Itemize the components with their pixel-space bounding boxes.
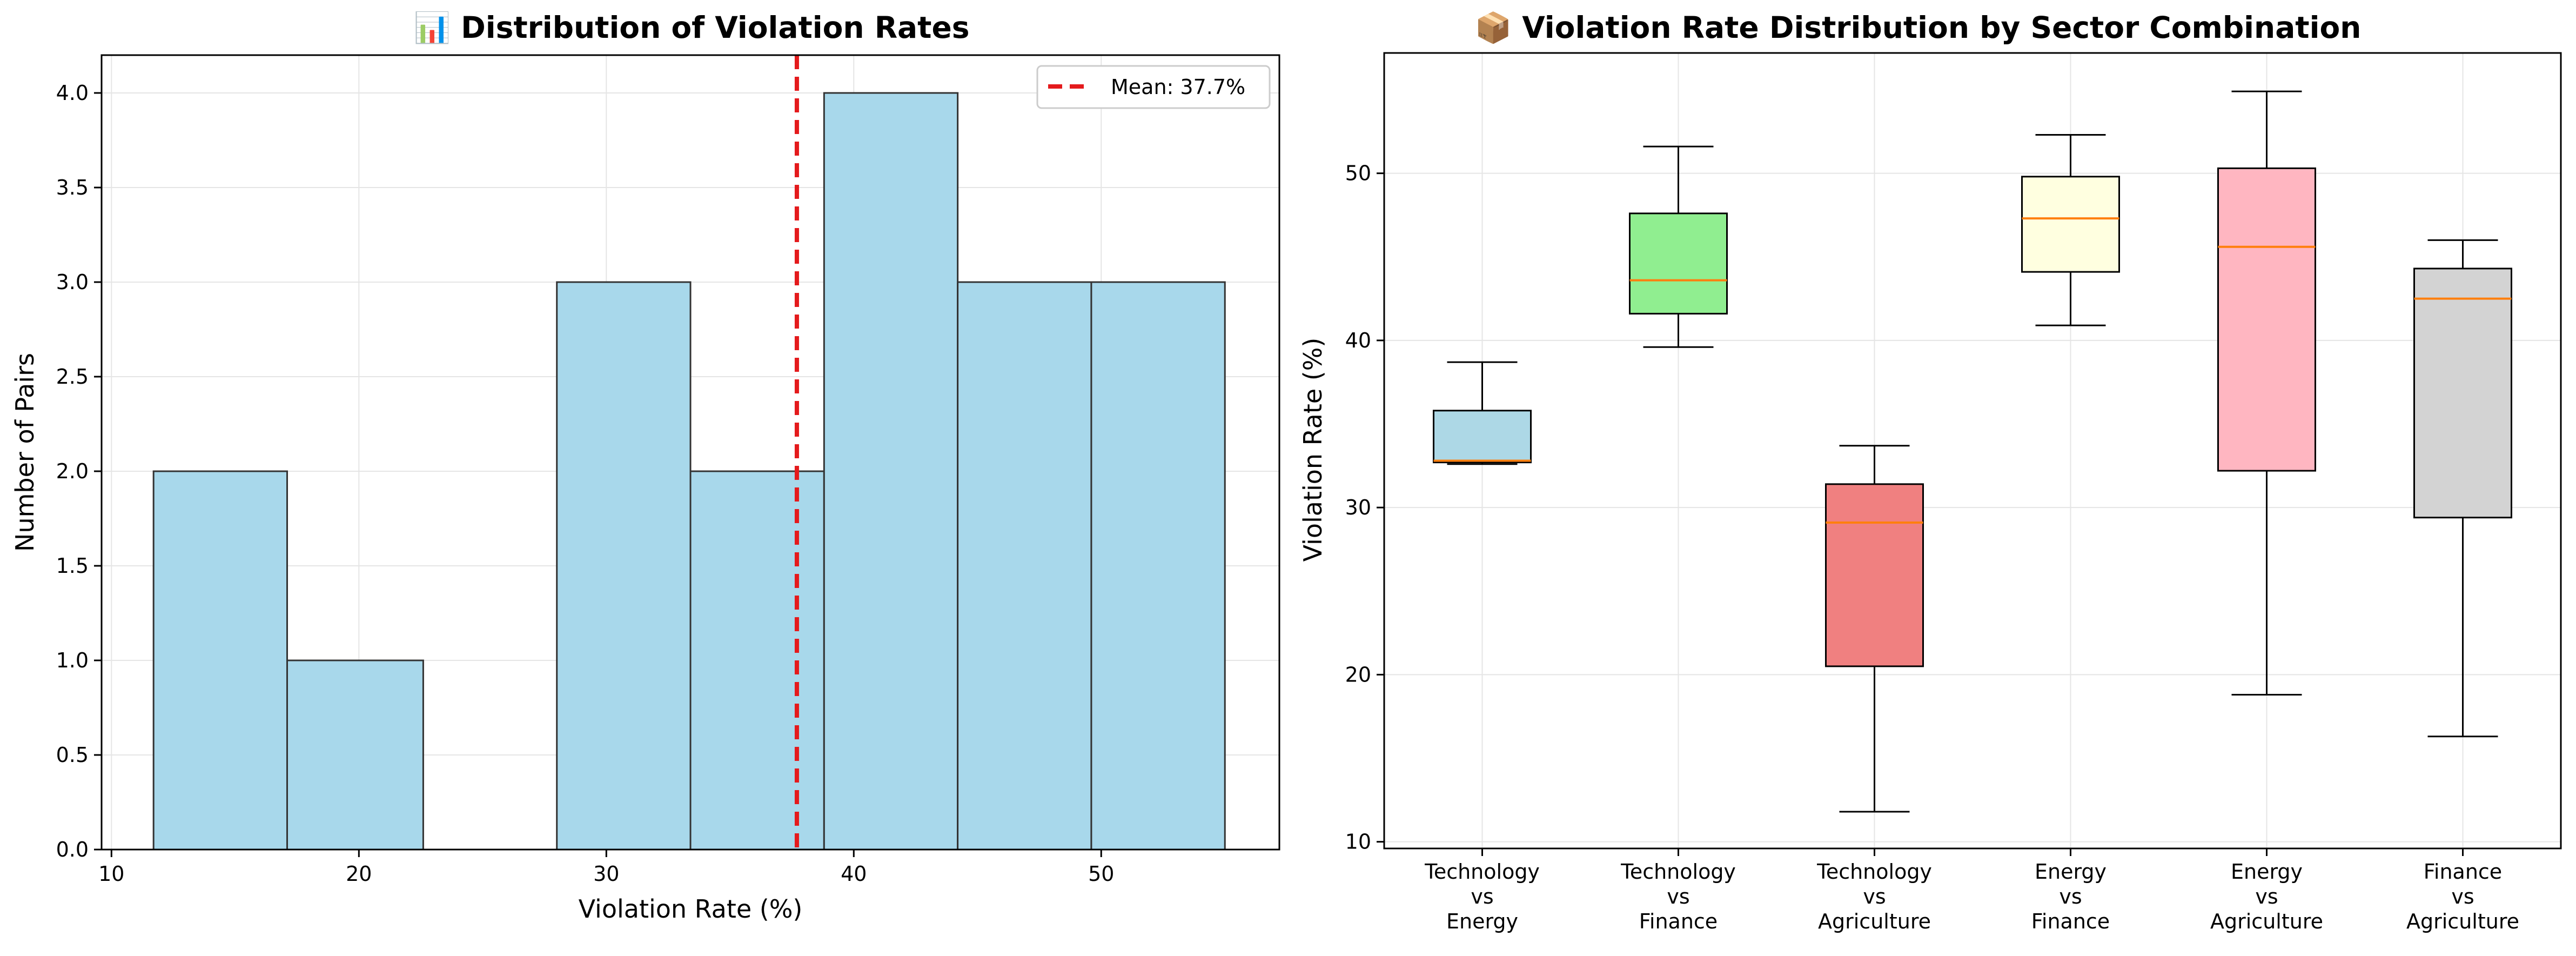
- x-tick-label: Agriculture: [1818, 910, 1931, 933]
- x-tick-label: 30: [593, 862, 619, 886]
- histogram-y-axis-label: Number of Pairs: [10, 353, 39, 552]
- histogram-bar-6: [823, 92, 959, 851]
- x-tick-label: vs: [2059, 885, 2082, 908]
- y-tick-label: 1.0: [56, 649, 89, 672]
- histogram-bar-4: [556, 281, 692, 851]
- x-tick-label: Agriculture: [2406, 910, 2519, 933]
- x-tick-label: Energy: [1446, 910, 1518, 933]
- y-tick-label: 2.5: [56, 365, 89, 389]
- boxplot-plot-area: [1384, 53, 2561, 848]
- x-tick-label: 20: [346, 862, 372, 886]
- y-tick-label: 20: [1345, 663, 1371, 686]
- histogram-title: 📊 Distribution of Violation Rates: [414, 10, 970, 45]
- x-tick-label: Finance: [2424, 860, 2502, 884]
- legend: Mean: 37.7%: [1036, 65, 1271, 109]
- boxplot-frame: [1383, 52, 2562, 850]
- boxplot-chart: 📦 Violation Rate Distribution by Sector …: [1298, 10, 2562, 933]
- x-tick-label: Energy: [2035, 860, 2107, 884]
- x-tick-label: vs: [1863, 885, 1886, 908]
- x-tick-label: vs: [1471, 885, 1493, 908]
- boxplot-title: 📦 Violation Rate Distribution by Sector …: [1475, 10, 2362, 45]
- y-tick-label: 3.0: [56, 270, 89, 294]
- boxplot-x-labels: TechnologyvsEnergyTechnologyvsFinanceTec…: [1424, 848, 2519, 933]
- y-tick-label: 2.0: [56, 459, 89, 483]
- histogram-bar-7: [957, 281, 1092, 851]
- x-tick-label: vs: [1667, 885, 1689, 908]
- histogram-y-ticks: 0.0 0.5 1.0 1.5 2.0 2.5 3.0 3.5 4.0: [56, 81, 102, 861]
- x-tick-label: Finance: [1639, 910, 1718, 933]
- legend-box: [1036, 65, 1271, 109]
- y-tick-label: 10: [1345, 830, 1371, 854]
- y-tick-label: 4.0: [56, 81, 89, 105]
- histogram-bar-5: [689, 470, 825, 851]
- x-tick-label: 10: [98, 862, 124, 886]
- boxplot-boxes: [1433, 90, 2512, 813]
- histogram-bar-1: [152, 470, 288, 851]
- box-4: [2021, 176, 2120, 273]
- y-tick-label: 3.5: [56, 176, 89, 199]
- x-tick-label: vs: [2451, 885, 2474, 908]
- y-tick-label: 0.5: [56, 743, 89, 767]
- histogram-x-axis-label: Violation Rate (%): [579, 894, 803, 924]
- histogram-bars: [152, 92, 1226, 851]
- y-tick-label: 50: [1345, 162, 1371, 185]
- boxplot-y-axis-label: Violation Rate (%): [1298, 338, 1327, 562]
- x-tick-label: 50: [1088, 862, 1114, 886]
- x-tick-label: 40: [841, 862, 867, 886]
- x-tick-label: Technology: [1620, 860, 1736, 884]
- x-tick-label: Technology: [1816, 860, 1932, 884]
- box-2: [1629, 212, 1728, 315]
- boxplot-y-ticks: 10 20 30 40 50: [1345, 162, 1384, 854]
- box-3: [1825, 483, 1924, 667]
- x-tick-label: Agriculture: [2210, 910, 2323, 933]
- x-tick-label: Energy: [2231, 860, 2303, 884]
- box-6: [2413, 268, 2512, 519]
- box-1: [1433, 410, 1532, 464]
- legend-mean-label: Mean: 37.7%: [1111, 75, 1245, 99]
- x-tick-label: Technology: [1424, 860, 1540, 884]
- x-tick-label: vs: [2255, 885, 2278, 908]
- histogram-x-ticks: 10 20 30 40 50: [98, 850, 1114, 886]
- histogram-bar-8: [1090, 281, 1226, 851]
- y-tick-label: 0.0: [56, 838, 89, 861]
- y-tick-label: 30: [1345, 496, 1371, 519]
- histogram-frame: [100, 54, 1280, 851]
- box-5: [2217, 167, 2316, 472]
- y-tick-label: 1.5: [56, 554, 89, 578]
- y-tick-label: 40: [1345, 329, 1371, 352]
- histogram-chart: 📊 Distribution of Violation Rates 10 20 30…: [10, 10, 1280, 924]
- histogram-bar-2: [286, 659, 424, 851]
- x-tick-label: Finance: [2031, 910, 2110, 933]
